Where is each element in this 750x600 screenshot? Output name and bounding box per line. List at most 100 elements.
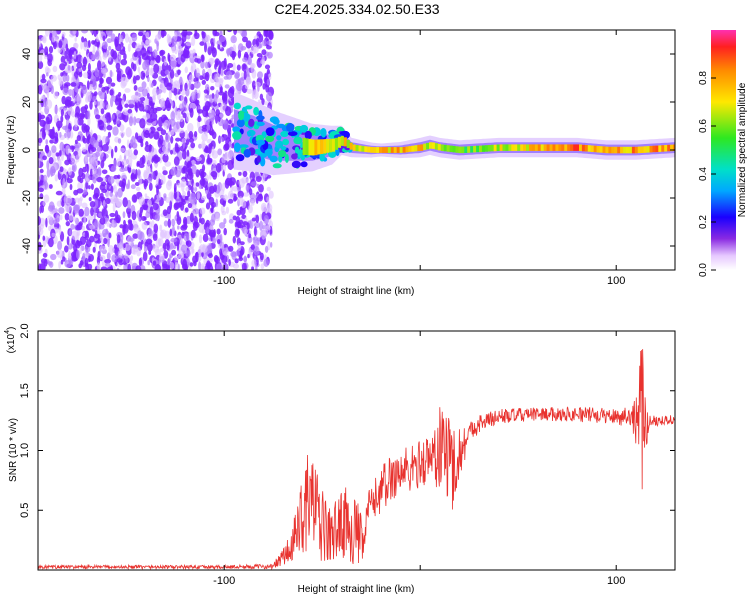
colorbar-gradient xyxy=(711,30,736,270)
noise-speckle xyxy=(139,96,146,102)
spectrogram-x-ticks: -100 100 xyxy=(213,30,625,287)
band-core-segment xyxy=(305,138,309,156)
noise-speckle xyxy=(213,93,218,104)
noise-speckle xyxy=(127,155,133,166)
noise-speckle xyxy=(97,101,100,106)
noise-speckle xyxy=(262,39,267,47)
band-core-segment xyxy=(429,142,433,149)
noise-speckle xyxy=(148,96,153,105)
noise-speckle xyxy=(167,64,172,72)
noise-speckle xyxy=(192,221,198,232)
noise-speckle xyxy=(194,57,199,63)
noise-speckle xyxy=(127,211,131,219)
noise-speckle xyxy=(85,91,92,102)
noise-speckle xyxy=(106,86,109,95)
noise-speckle xyxy=(234,222,238,228)
chart-title: C2E4.2025.334.02.50.E33 xyxy=(274,1,439,17)
colorbar-tick-label: 0.2 xyxy=(698,215,709,229)
noise-speckle xyxy=(197,92,200,99)
band-blob xyxy=(236,118,245,128)
noise-speckle xyxy=(174,142,179,153)
noise-speckle xyxy=(41,95,45,100)
noise-speckle xyxy=(150,106,154,114)
band-core-segment xyxy=(455,146,459,153)
noise-speckle xyxy=(72,30,77,35)
noise-speckle xyxy=(64,69,72,74)
noise-speckle xyxy=(73,62,77,71)
band-halo xyxy=(234,91,675,176)
noise-speckle xyxy=(81,85,88,95)
noise-speckle xyxy=(105,262,111,267)
noise-speckle xyxy=(182,112,187,119)
noise-speckle xyxy=(215,163,222,173)
noise-speckle xyxy=(232,235,236,244)
noise-speckle xyxy=(93,233,101,239)
noise-speckle xyxy=(182,149,187,160)
noise-speckle xyxy=(200,60,205,69)
noise-speckle xyxy=(158,237,162,247)
noise-speckle xyxy=(260,59,266,65)
noise-speckle xyxy=(61,95,66,105)
noise-speckle xyxy=(45,217,48,228)
noise-speckle xyxy=(227,63,234,68)
noise-speckle xyxy=(48,184,53,189)
noise-speckle xyxy=(95,107,98,112)
noise-speckle xyxy=(162,153,169,163)
noise-speckle xyxy=(152,49,158,59)
noise-speckle xyxy=(79,246,82,255)
noise-speckle xyxy=(84,206,90,217)
noise-speckle xyxy=(221,241,225,250)
noise-speckle xyxy=(89,100,93,110)
noise-speckle xyxy=(158,75,163,82)
band-core-segment xyxy=(661,145,665,152)
band-core-segment xyxy=(590,145,594,152)
noise-speckle xyxy=(83,72,89,79)
noise-speckle xyxy=(90,54,97,60)
noise-speckle xyxy=(114,145,118,153)
noise-speckle xyxy=(162,170,168,176)
noise-speckle xyxy=(188,74,195,83)
noise-speckle xyxy=(161,61,169,72)
noise-speckle xyxy=(160,97,165,107)
noise-speckle xyxy=(90,146,97,152)
noise-speckle xyxy=(246,88,253,94)
band-blob xyxy=(294,146,300,154)
noise-speckle xyxy=(181,33,187,43)
noise-speckle xyxy=(147,242,153,252)
band-core-segment xyxy=(437,143,441,151)
noise-speckle xyxy=(170,149,173,155)
noise-speckle xyxy=(54,174,58,182)
noise-speckle xyxy=(227,159,234,171)
noise-speckle xyxy=(105,76,113,85)
band-core-segment xyxy=(579,144,583,151)
noise-speckle xyxy=(121,99,125,106)
snr-x-ticks: -100 100 xyxy=(213,331,625,587)
noise-speckle xyxy=(120,80,126,89)
colorbar-tick-label: 0.8 xyxy=(698,71,709,85)
noise-speckle xyxy=(108,45,112,51)
noise-speckle xyxy=(163,77,169,88)
noise-speckle xyxy=(155,107,163,111)
noise-speckle xyxy=(53,105,59,115)
noise-speckle xyxy=(98,120,105,130)
noise-speckle xyxy=(172,245,177,250)
noise-speckle xyxy=(266,68,270,75)
noise-speckle xyxy=(249,62,256,69)
noise-speckle xyxy=(248,233,252,239)
noise-speckle xyxy=(205,219,211,230)
noise-speckle xyxy=(140,47,147,57)
band-blob xyxy=(280,146,287,151)
noise-speckle xyxy=(203,89,209,94)
noise-speckle xyxy=(120,59,128,66)
noise-speckle xyxy=(100,266,108,270)
band-core-segment xyxy=(673,144,675,151)
noise-speckle xyxy=(150,82,154,88)
noise-speckle xyxy=(220,67,224,76)
noise-speckle xyxy=(99,77,104,84)
noise-speckle xyxy=(176,211,180,218)
noise-speckle xyxy=(93,165,97,175)
noise-speckle xyxy=(221,254,228,264)
noise-speckle xyxy=(188,131,194,139)
band-blob xyxy=(247,131,252,137)
band-core-segment xyxy=(505,144,509,151)
